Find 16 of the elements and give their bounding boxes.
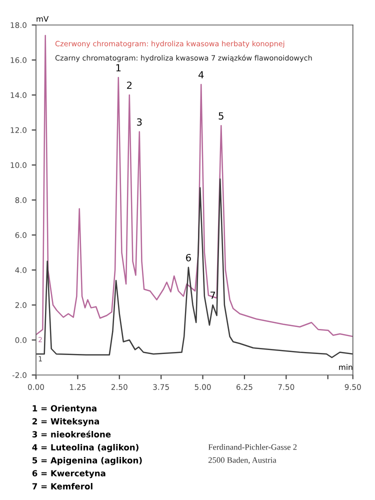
text: 4 = Luteolina (aglikon) <box>32 444 138 452</box>
text: 7 = Kemferol <box>32 483 92 490</box>
text: 2 = Witeksyna <box>32 418 99 426</box>
annotation: 6 <box>186 254 191 262</box>
annotation: 1 <box>116 64 121 72</box>
text: 5 = Apigenina (aglikon) <box>32 457 142 466</box>
text: 3 = nieokreślone <box>32 430 111 438</box>
text: 1 = Orientyna <box>32 405 96 414</box>
text: Ferdinand-Pichler-Gasse 2 <box>208 444 297 450</box>
annotation: 2 <box>127 82 132 89</box>
annotation: 3 <box>137 118 142 126</box>
annotation: 4 <box>198 71 204 78</box>
annotation: 5 <box>218 112 224 120</box>
text: 6 = Kwercetyna <box>32 470 106 478</box>
text: 2500 Baden, Austria <box>208 457 276 464</box>
line-series <box>36 34 353 338</box>
